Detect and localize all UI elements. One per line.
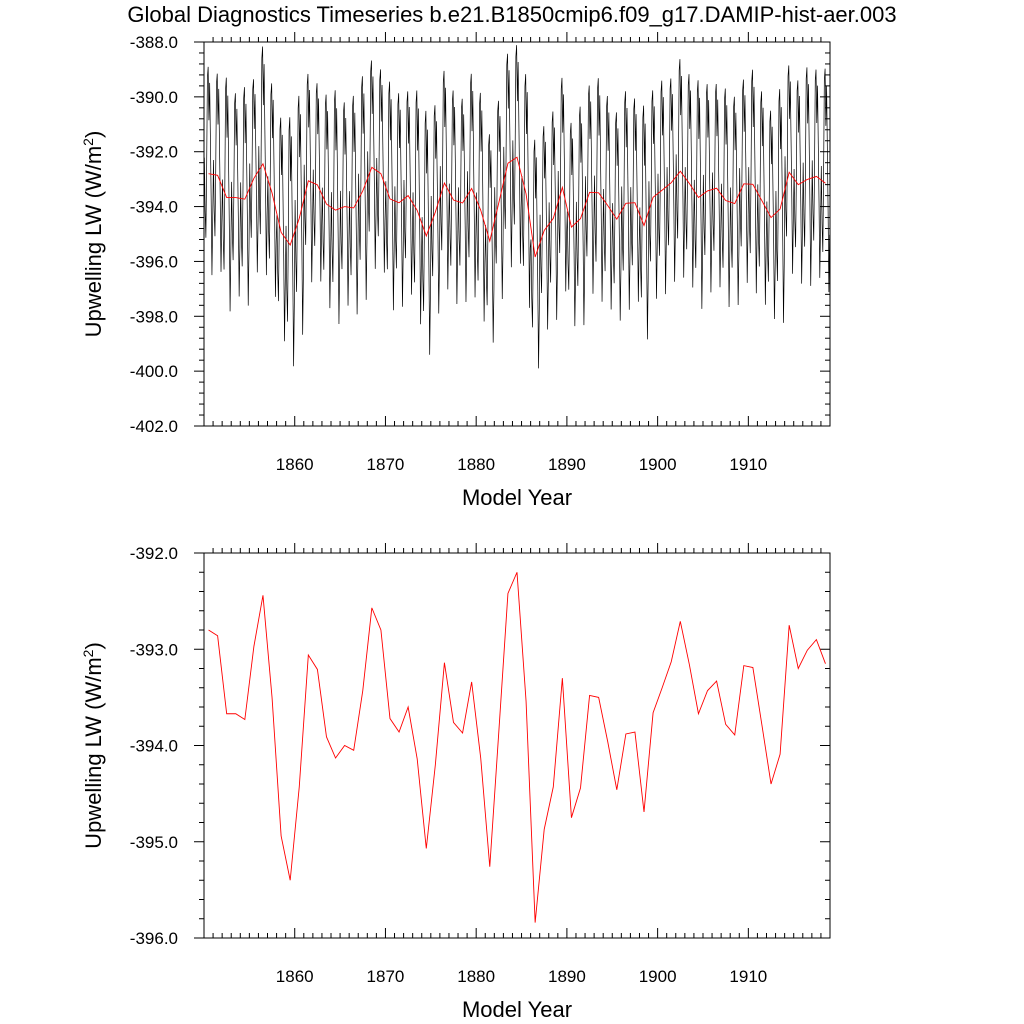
y-tick-label: -392.0 <box>130 143 178 162</box>
y-tick-label: -395.0 <box>130 833 178 852</box>
x-axis-label: Model Year <box>462 997 572 1022</box>
x-tick-label: 1900 <box>639 455 677 474</box>
x-tick-label: 1890 <box>548 967 586 986</box>
plot-area <box>208 572 826 923</box>
y-tick-label: -396.0 <box>130 929 178 948</box>
plot-frame <box>203 552 831 939</box>
x-axis-label: Model Year <box>462 485 572 510</box>
y-tick-label: -388.0 <box>130 33 178 52</box>
page-title: Global Diagnostics Timeseries b.e21.B185… <box>127 2 897 27</box>
y-tick-label: -392.0 <box>130 544 178 563</box>
x-tick-label: 1870 <box>367 455 405 474</box>
annual-mean-line <box>208 572 826 923</box>
x-tick-label: 1880 <box>457 967 495 986</box>
x-tick-label: 1860 <box>276 455 314 474</box>
y-tick-label: -398.0 <box>130 307 178 326</box>
y-axis-label: Upwelling LW (W/m2) <box>80 642 106 849</box>
annual-mean-line <box>208 156 826 258</box>
x-tick-label: 1870 <box>367 967 405 986</box>
y-tick-label: -402.0 <box>130 417 178 436</box>
bottom-panel-annual: 1860 1870 1880 1890 1900 1910 -392.0 -393.0 -394… <box>80 543 831 1022</box>
y-tick-label: -393.0 <box>130 640 178 659</box>
monthly-series-line <box>204 45 830 369</box>
y-axis-label: Upwelling LW (W/m2) <box>80 131 106 338</box>
y-tick-label: -394.0 <box>130 737 178 756</box>
x-tick-label: 1910 <box>729 967 767 986</box>
plot-area <box>204 45 830 369</box>
x-tick-label: 1890 <box>548 455 586 474</box>
top-panel-monthly-and-annual: 1860 1870 1880 1890 1900 1910 -388.0 -390.0 -392… <box>80 32 831 510</box>
x-tick-label: 1910 <box>729 455 767 474</box>
y-tick-label: -394.0 <box>130 198 178 217</box>
x-tick-label: 1900 <box>639 967 677 986</box>
y-tick-label: -390.0 <box>130 88 178 107</box>
y-tick-label: -400.0 <box>130 362 178 381</box>
y-tick-label: -396.0 <box>130 252 178 271</box>
plot-frame <box>203 41 831 427</box>
x-tick-label: 1880 <box>457 455 495 474</box>
x-tick-label: 1860 <box>276 967 314 986</box>
